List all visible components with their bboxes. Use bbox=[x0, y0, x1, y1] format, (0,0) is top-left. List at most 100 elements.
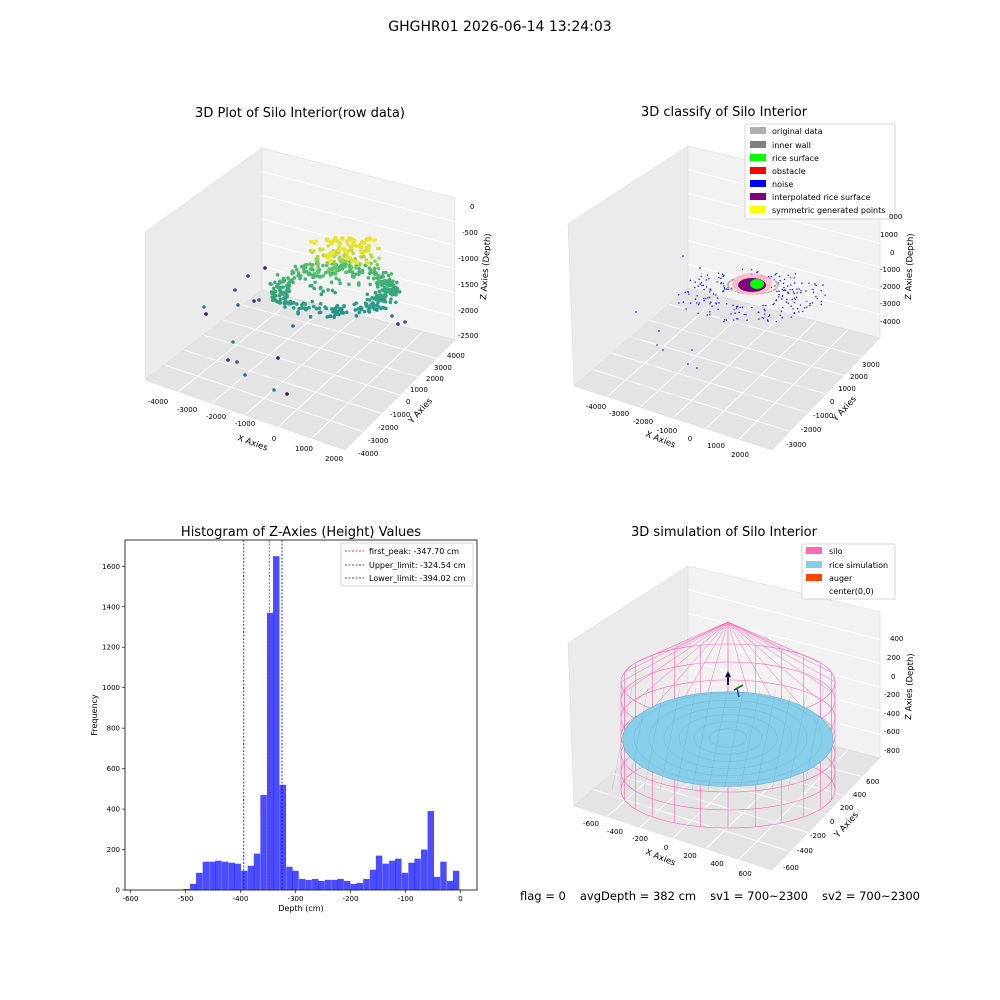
data-point bbox=[359, 239, 365, 245]
data-point bbox=[328, 273, 333, 277]
noise-point bbox=[798, 311, 800, 313]
data-point bbox=[296, 273, 300, 278]
data-point bbox=[313, 280, 317, 285]
data-point bbox=[329, 240, 334, 246]
noise-point bbox=[768, 314, 771, 316]
histogram-bar bbox=[440, 861, 447, 890]
classify-plot-grid bbox=[592, 169, 881, 440]
data-point bbox=[316, 262, 320, 267]
data-point bbox=[285, 392, 289, 396]
data-point bbox=[335, 303, 340, 308]
auger-markers bbox=[725, 671, 744, 698]
rice-mesh-line bbox=[787, 687, 809, 791]
data-point bbox=[377, 279, 381, 283]
original-point bbox=[776, 282, 779, 285]
data-point bbox=[333, 290, 337, 295]
histogram-title: Histogram of Z-Axies (Height) Values bbox=[181, 525, 421, 540]
noise-point bbox=[741, 268, 744, 271]
data-point bbox=[334, 238, 339, 243]
y-tick: 200 bbox=[840, 804, 853, 812]
data-point bbox=[273, 294, 278, 298]
z-tick: -4000 bbox=[880, 318, 900, 326]
data-point bbox=[282, 301, 286, 305]
legend-label: obstacle bbox=[772, 167, 806, 176]
noise-point bbox=[790, 316, 792, 318]
noise-point bbox=[741, 306, 744, 308]
data-point bbox=[344, 270, 348, 275]
raw-data-3d-plot: 3D Plot of Silo Interior(row data) -4000… bbox=[144, 106, 494, 463]
x-tick: 200 bbox=[683, 852, 696, 860]
noise-point bbox=[697, 312, 699, 314]
data-point bbox=[338, 281, 342, 286]
noise-point bbox=[712, 293, 715, 295]
data-point bbox=[235, 360, 239, 364]
y-tick: -200 bbox=[810, 832, 826, 840]
data-point bbox=[231, 340, 235, 344]
y-tick-label: 800 bbox=[107, 725, 120, 733]
noise-point bbox=[765, 305, 767, 307]
noise-point bbox=[758, 311, 760, 313]
y-tick: -1000 bbox=[813, 412, 833, 420]
histogram-bar bbox=[247, 865, 255, 890]
y-tick: 2000 bbox=[426, 375, 444, 383]
y-axis-label: Y Axies bbox=[832, 810, 861, 841]
noise-point bbox=[816, 297, 818, 300]
x-tick: 0 bbox=[664, 844, 668, 852]
histogram-bar bbox=[408, 862, 415, 890]
data-point bbox=[342, 253, 346, 258]
noise-point bbox=[820, 303, 822, 306]
data-point bbox=[362, 309, 367, 314]
data-point bbox=[202, 305, 206, 309]
histogram-y-label: Frequency bbox=[90, 694, 99, 736]
rice-mesh-line bbox=[707, 687, 729, 791]
z-tick: -200 bbox=[884, 691, 900, 699]
raw-plot-x-ticks: -4000 -3000 -2000 -1000 0 1000 2000 bbox=[148, 398, 343, 463]
data-point bbox=[278, 297, 283, 302]
noise-point bbox=[779, 314, 782, 316]
legend-frame bbox=[801, 543, 896, 600]
raw-plot-title: 3D Plot of Silo Interior(row data) bbox=[195, 106, 405, 121]
data-point bbox=[397, 290, 402, 294]
data-point bbox=[384, 270, 388, 275]
noise-point bbox=[791, 299, 793, 301]
grid-line bbox=[687, 612, 881, 664]
histogram-bar bbox=[420, 849, 428, 890]
x-tick: -1000 bbox=[657, 427, 677, 435]
noise-point bbox=[782, 306, 784, 309]
noise-point bbox=[708, 313, 711, 316]
noise-point bbox=[746, 319, 748, 321]
data-point bbox=[384, 294, 388, 298]
noise-point bbox=[706, 274, 709, 276]
data-point bbox=[330, 288, 335, 293]
histogram-bar bbox=[215, 860, 222, 890]
z-tick: 0 bbox=[890, 249, 894, 257]
noise-point bbox=[718, 302, 720, 304]
data-point bbox=[364, 263, 368, 268]
y-tick: -4000 bbox=[358, 450, 378, 458]
data-point bbox=[312, 286, 316, 291]
noise-point bbox=[775, 320, 778, 323]
data-point bbox=[352, 302, 357, 307]
data-point bbox=[362, 254, 366, 259]
rice-mesh-ring bbox=[648, 700, 808, 776]
histogram-bar bbox=[331, 879, 338, 890]
z-tick: 000 bbox=[889, 213, 902, 221]
original-point bbox=[773, 288, 776, 291]
noise-point bbox=[800, 291, 802, 294]
data-point bbox=[371, 296, 376, 300]
data-point bbox=[277, 293, 282, 298]
simulation-legend: silo rice simulation auger center(0,0) bbox=[801, 543, 896, 600]
raw-plot-points bbox=[202, 235, 407, 396]
noise-point bbox=[805, 290, 807, 292]
rice-mesh-line bbox=[611, 687, 633, 791]
grid-line bbox=[261, 171, 456, 223]
y-tick-label: 1600 bbox=[102, 563, 120, 571]
noise-point bbox=[733, 319, 735, 321]
noise-point bbox=[736, 305, 739, 308]
noise-point bbox=[793, 293, 795, 295]
noise-point bbox=[720, 277, 722, 280]
data-point bbox=[369, 261, 373, 266]
noise-point bbox=[722, 282, 724, 284]
grid-line bbox=[738, 749, 849, 860]
